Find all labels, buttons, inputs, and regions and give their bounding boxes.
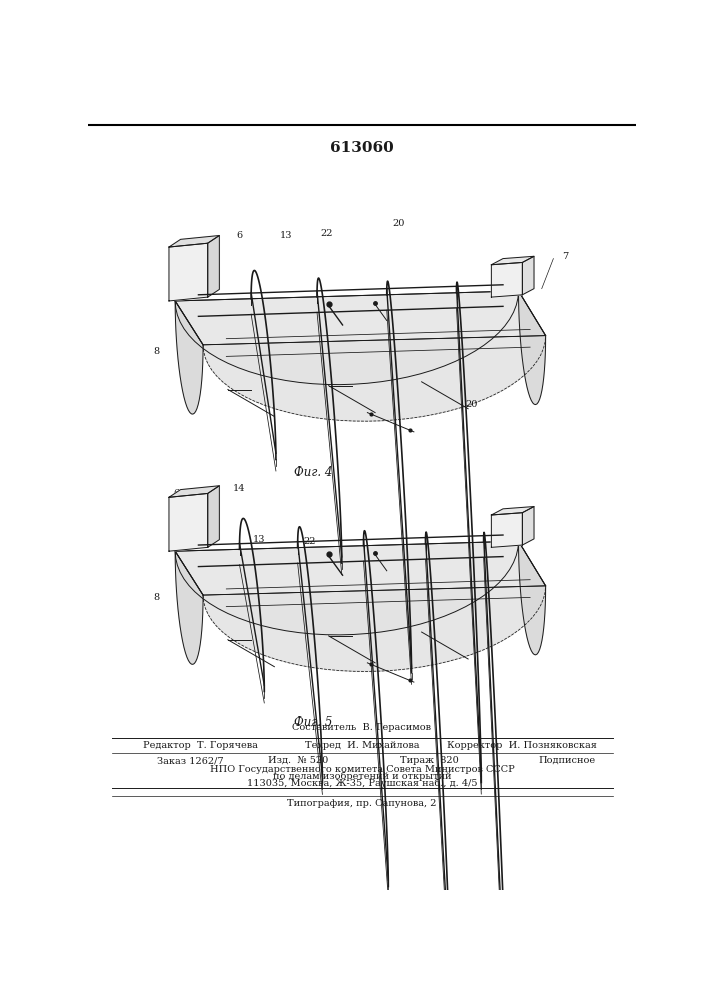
Text: Типография, пр. Сапунова, 2: Типография, пр. Сапунова, 2 (287, 799, 437, 808)
Polygon shape (169, 243, 208, 301)
Polygon shape (175, 301, 203, 414)
Text: Техред  И. Михайлова: Техред И. Михайлова (305, 741, 419, 750)
Text: Редактор  Т. Горячева: Редактор Т. Горячева (144, 741, 258, 750)
Text: Заказ 1262/7: Заказ 1262/7 (156, 756, 223, 765)
Polygon shape (203, 336, 546, 421)
Text: Тираж  820: Тираж 820 (400, 756, 459, 765)
Polygon shape (491, 256, 534, 265)
Text: 15: 15 (327, 304, 339, 313)
Text: 8: 8 (153, 347, 160, 356)
Text: Фиг. 4: Фиг. 4 (294, 466, 332, 479)
Text: 22: 22 (303, 537, 315, 546)
Polygon shape (175, 551, 203, 664)
Text: 6: 6 (236, 231, 243, 240)
Text: 20: 20 (513, 304, 525, 313)
Text: Подписное: Подписное (539, 756, 596, 765)
Text: 21: 21 (338, 576, 351, 585)
Text: 113035, Москва, Ж-35, Раушская наб., д. 4/5: 113035, Москва, Ж-35, Раушская наб., д. … (247, 778, 477, 788)
Polygon shape (175, 291, 546, 345)
Text: 13: 13 (252, 535, 265, 544)
Polygon shape (491, 513, 522, 547)
Text: 14: 14 (233, 484, 246, 493)
Polygon shape (175, 291, 518, 385)
Text: Фиг. 5: Фиг. 5 (294, 716, 332, 729)
Polygon shape (522, 507, 534, 545)
Polygon shape (208, 235, 219, 297)
Polygon shape (491, 507, 534, 515)
Text: по делам изобретений и открытий: по делам изобретений и открытий (273, 771, 451, 781)
Text: 21: 21 (341, 323, 354, 332)
Text: 6: 6 (173, 489, 179, 498)
Polygon shape (169, 235, 219, 247)
Polygon shape (522, 256, 534, 295)
Polygon shape (518, 291, 546, 405)
Polygon shape (175, 541, 546, 595)
Polygon shape (203, 586, 546, 671)
Text: 22: 22 (321, 229, 333, 238)
Polygon shape (491, 262, 522, 297)
Text: 7: 7 (562, 252, 568, 261)
Polygon shape (169, 486, 219, 497)
Text: 20: 20 (392, 219, 404, 228)
Text: Корректор  И. Позняковская: Корректор И. Позняковская (448, 741, 597, 750)
Text: 13: 13 (280, 231, 292, 240)
Text: 15: 15 (311, 556, 323, 565)
Text: Изд.  № 520: Изд. № 520 (267, 756, 328, 765)
Text: 8: 8 (153, 593, 160, 602)
Text: НПО Государственного комитета Совета Министров СССР: НПО Государственного комитета Совета Мин… (209, 765, 514, 774)
Polygon shape (208, 486, 219, 547)
Polygon shape (175, 541, 518, 635)
Text: 613060: 613060 (330, 141, 394, 155)
Text: Составитель  В. Герасимов: Составитель В. Герасимов (293, 723, 431, 732)
Polygon shape (518, 541, 546, 655)
Text: 20: 20 (466, 400, 478, 409)
Polygon shape (169, 493, 208, 551)
